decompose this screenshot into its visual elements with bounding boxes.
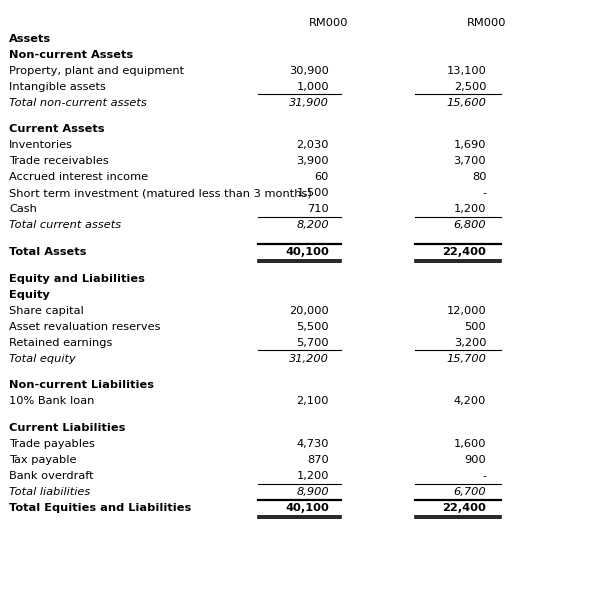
Text: 5,500: 5,500 bbox=[296, 322, 329, 331]
Text: Non-current Assets: Non-current Assets bbox=[9, 50, 133, 60]
Text: -: - bbox=[482, 471, 486, 481]
Text: 15,600: 15,600 bbox=[447, 98, 486, 108]
Text: Tax payable: Tax payable bbox=[9, 455, 76, 465]
Text: 12,000: 12,000 bbox=[447, 306, 486, 316]
Text: 1,200: 1,200 bbox=[454, 204, 486, 215]
Text: 3,200: 3,200 bbox=[454, 337, 486, 347]
Text: 31,900: 31,900 bbox=[289, 98, 329, 108]
Text: Equity and Liabilities: Equity and Liabilities bbox=[9, 274, 145, 284]
Text: 13,100: 13,100 bbox=[447, 66, 486, 76]
Text: 80: 80 bbox=[472, 172, 486, 182]
Text: Asset revaluation reserves: Asset revaluation reserves bbox=[9, 322, 160, 331]
Text: Trade receivables: Trade receivables bbox=[9, 156, 109, 166]
Text: 1,600: 1,600 bbox=[454, 439, 486, 449]
Text: Assets: Assets bbox=[9, 34, 51, 44]
Text: Retained earnings: Retained earnings bbox=[9, 337, 112, 347]
Text: 20,000: 20,000 bbox=[289, 306, 329, 316]
Text: RM000: RM000 bbox=[467, 18, 506, 28]
Text: 40,100: 40,100 bbox=[285, 247, 329, 257]
Text: 40,100: 40,100 bbox=[285, 503, 329, 513]
Text: Current Assets: Current Assets bbox=[9, 125, 104, 135]
Text: 3,900: 3,900 bbox=[296, 156, 329, 166]
Text: 4,730: 4,730 bbox=[296, 439, 329, 449]
Text: 1,000: 1,000 bbox=[296, 82, 329, 92]
Text: 710: 710 bbox=[307, 204, 329, 215]
Text: Current Liabilities: Current Liabilities bbox=[9, 423, 125, 433]
Text: Total non-current assets: Total non-current assets bbox=[9, 98, 146, 108]
Text: Bank overdraft: Bank overdraft bbox=[9, 471, 94, 481]
Text: Total equity: Total equity bbox=[9, 353, 76, 364]
Text: 2,030: 2,030 bbox=[296, 141, 329, 150]
Text: 8,200: 8,200 bbox=[296, 221, 329, 230]
Text: RM000: RM000 bbox=[310, 18, 349, 28]
Text: Intangible assets: Intangible assets bbox=[9, 82, 106, 92]
Text: Inventories: Inventories bbox=[9, 141, 73, 150]
Text: 6,800: 6,800 bbox=[454, 221, 486, 230]
Text: 4,200: 4,200 bbox=[454, 396, 486, 406]
Text: Property, plant and equipment: Property, plant and equipment bbox=[9, 66, 184, 76]
Text: Trade payables: Trade payables bbox=[9, 439, 95, 449]
Text: 900: 900 bbox=[464, 455, 486, 465]
Text: Equity: Equity bbox=[9, 290, 50, 300]
Text: 1,500: 1,500 bbox=[296, 188, 329, 198]
Text: 6,700: 6,700 bbox=[454, 487, 486, 497]
Text: 10% Bank loan: 10% Bank loan bbox=[9, 396, 94, 406]
Text: 8,900: 8,900 bbox=[296, 487, 329, 497]
Text: 22,400: 22,400 bbox=[442, 503, 486, 513]
Text: 500: 500 bbox=[464, 322, 486, 331]
Text: 3,700: 3,700 bbox=[454, 156, 486, 166]
Text: Cash: Cash bbox=[9, 204, 37, 215]
Text: 5,700: 5,700 bbox=[296, 337, 329, 347]
Text: Accrued interest income: Accrued interest income bbox=[9, 172, 148, 182]
Text: Total Equities and Liabilities: Total Equities and Liabilities bbox=[9, 503, 191, 513]
Text: 2,100: 2,100 bbox=[296, 396, 329, 406]
Text: Total Assets: Total Assets bbox=[9, 247, 86, 257]
Text: Short term investment (matured less than 3 months): Short term investment (matured less than… bbox=[9, 188, 312, 198]
Text: 22,400: 22,400 bbox=[442, 247, 486, 257]
Text: 15,700: 15,700 bbox=[447, 353, 486, 364]
Text: -: - bbox=[482, 188, 486, 198]
Text: Non-current Liabilities: Non-current Liabilities bbox=[9, 380, 154, 390]
Text: 60: 60 bbox=[315, 172, 329, 182]
Text: 1,200: 1,200 bbox=[296, 471, 329, 481]
Text: 30,900: 30,900 bbox=[289, 66, 329, 76]
Text: 870: 870 bbox=[307, 455, 329, 465]
Text: Share capital: Share capital bbox=[9, 306, 84, 316]
Text: 2,500: 2,500 bbox=[454, 82, 486, 92]
Text: 31,200: 31,200 bbox=[289, 353, 329, 364]
Text: Total liabilities: Total liabilities bbox=[9, 487, 90, 497]
Text: 1,690: 1,690 bbox=[454, 141, 486, 150]
Text: Total current assets: Total current assets bbox=[9, 221, 121, 230]
